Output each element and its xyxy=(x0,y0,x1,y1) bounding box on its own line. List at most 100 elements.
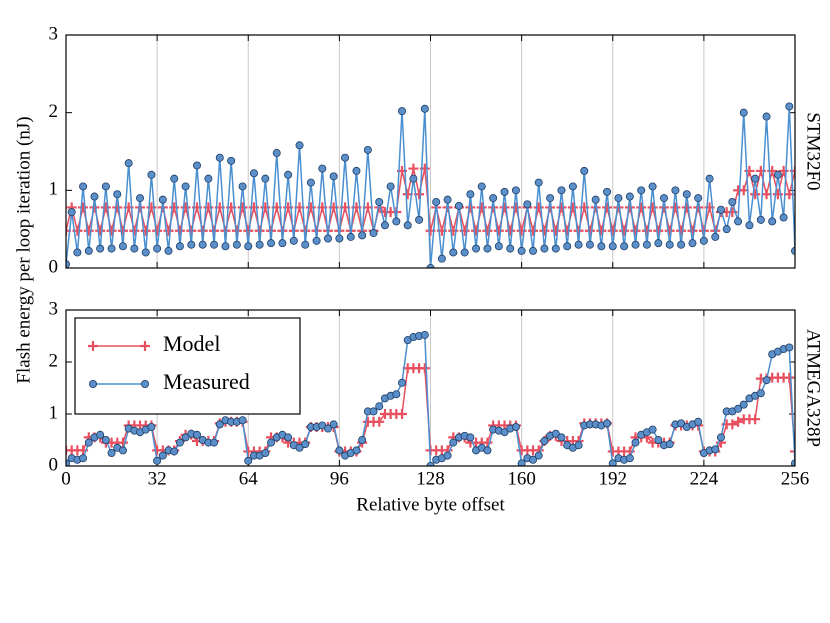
marker-circle xyxy=(181,433,190,442)
marker-circle xyxy=(215,420,224,429)
marker-circle xyxy=(637,186,646,195)
y-tick-label: 2 xyxy=(49,101,59,122)
panel-label: STM32F0 xyxy=(803,112,824,190)
marker-circle xyxy=(232,240,241,249)
marker-plus xyxy=(624,202,635,213)
marker-circle xyxy=(409,174,418,183)
marker-circle xyxy=(352,166,361,175)
marker-circle xyxy=(238,416,247,425)
marker-circle xyxy=(483,446,492,455)
y-tick-label: 3 xyxy=(49,298,59,319)
marker-plus xyxy=(260,202,271,213)
marker-circle xyxy=(369,407,378,416)
legend-marker xyxy=(89,379,98,388)
marker-circle xyxy=(380,221,389,230)
marker-circle xyxy=(517,459,526,466)
marker-circle xyxy=(96,244,105,253)
marker-circle xyxy=(238,182,247,191)
marker-circle xyxy=(557,433,566,442)
marker-plus xyxy=(83,225,94,236)
marker-circle xyxy=(437,254,446,263)
marker-circle xyxy=(494,242,503,251)
marker-plus xyxy=(539,225,550,236)
y-axis-label: Flash energy per loop iteration (nJ) xyxy=(13,116,34,383)
marker-circle xyxy=(227,156,236,165)
marker-circle xyxy=(529,246,538,255)
marker-circle xyxy=(415,215,424,224)
x-axis-label: Relative byte offset xyxy=(356,494,505,515)
plot-area xyxy=(66,330,795,466)
marker-circle xyxy=(580,166,589,175)
marker-circle xyxy=(716,205,725,214)
marker-circle xyxy=(118,242,127,251)
marker-plus xyxy=(493,225,504,236)
marker-circle xyxy=(318,164,327,173)
marker-circle xyxy=(483,244,492,253)
marker-circle xyxy=(369,229,378,238)
marker-circle xyxy=(329,420,338,429)
marker-circle xyxy=(215,153,224,162)
marker-plus xyxy=(305,202,316,213)
marker-circle xyxy=(648,182,657,191)
marker-circle xyxy=(398,107,407,116)
marker-plus xyxy=(619,225,630,236)
marker-plus xyxy=(203,202,214,213)
marker-circle xyxy=(551,244,560,253)
y-tick-label: 1 xyxy=(49,402,59,423)
marker-circle xyxy=(244,456,253,465)
marker-circle xyxy=(403,221,412,230)
marker-circle xyxy=(574,240,583,249)
panel-label: ATMEGA328P xyxy=(803,329,824,447)
marker-circle xyxy=(489,194,498,203)
marker-circle xyxy=(267,438,276,447)
marker-plus xyxy=(471,225,482,236)
marker-circle xyxy=(358,435,367,444)
marker-plus xyxy=(408,163,419,174)
y-tick-label: 0 xyxy=(49,256,59,277)
marker-circle xyxy=(694,194,703,203)
marker-circle xyxy=(153,244,162,253)
marker-plus xyxy=(727,419,738,430)
legend-marker xyxy=(140,379,149,388)
marker-plus xyxy=(636,202,647,213)
marker-circle xyxy=(728,197,737,206)
marker-circle xyxy=(756,215,765,224)
marker-circle xyxy=(432,197,441,206)
marker-plus xyxy=(220,225,231,236)
x-tick-label: 224 xyxy=(690,468,719,489)
marker-circle xyxy=(534,451,543,460)
marker-circle xyxy=(392,390,401,399)
marker-plus xyxy=(499,202,510,213)
marker-circle xyxy=(574,441,583,450)
marker-circle xyxy=(175,242,184,251)
marker-plus xyxy=(533,202,544,213)
marker-plus xyxy=(374,416,385,427)
marker-circle xyxy=(648,425,657,434)
marker-plus xyxy=(163,225,174,236)
marker-circle xyxy=(153,456,162,465)
marker-circle xyxy=(540,244,549,253)
marker-circle xyxy=(118,446,127,455)
marker-plus xyxy=(89,202,100,213)
marker-circle xyxy=(791,246,795,255)
y-tick-label: 2 xyxy=(49,350,59,371)
marker-plus xyxy=(550,225,561,236)
marker-circle xyxy=(101,435,110,444)
marker-plus xyxy=(584,225,595,236)
marker-plus xyxy=(100,202,111,213)
marker-plus xyxy=(693,202,704,213)
marker-circle xyxy=(677,419,686,428)
marker-circle xyxy=(745,221,754,230)
marker-plus xyxy=(750,189,761,200)
marker-circle xyxy=(768,217,777,226)
marker-plus xyxy=(476,202,487,213)
marker-circle xyxy=(563,242,572,251)
axes-frame xyxy=(65,34,796,269)
marker-plus xyxy=(602,202,613,213)
marker-circle xyxy=(466,433,475,442)
marker-circle xyxy=(739,108,748,117)
marker-circle xyxy=(295,443,304,452)
marker-plus xyxy=(630,225,641,236)
y-tick-label: 1 xyxy=(49,179,59,200)
marker-circle xyxy=(192,161,201,170)
